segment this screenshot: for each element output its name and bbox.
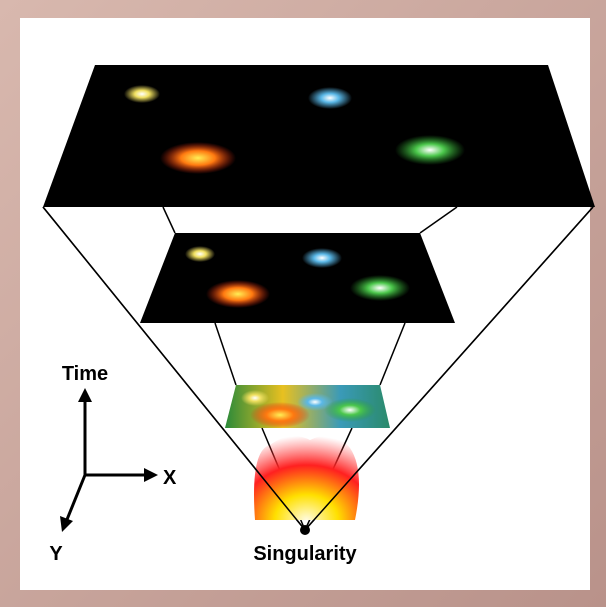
galaxy bbox=[124, 85, 160, 103]
plane-present bbox=[43, 65, 595, 207]
galaxy bbox=[250, 402, 310, 428]
big-bang-glow bbox=[254, 435, 359, 520]
galaxy bbox=[241, 390, 269, 406]
galaxy bbox=[297, 393, 333, 411]
y-label: Y bbox=[49, 543, 63, 565]
plane-middle bbox=[140, 233, 455, 323]
galaxy bbox=[395, 135, 465, 165]
time-label: Time bbox=[62, 363, 108, 385]
singularity-label: Singularity bbox=[253, 543, 357, 565]
galaxy bbox=[302, 248, 342, 268]
galaxy bbox=[185, 246, 215, 262]
galaxy bbox=[160, 142, 236, 174]
galaxy bbox=[308, 87, 352, 109]
singularity-point bbox=[300, 525, 310, 535]
galaxy bbox=[350, 275, 410, 301]
x-label: X bbox=[163, 467, 177, 489]
galaxy bbox=[206, 280, 270, 308]
galaxy bbox=[324, 398, 376, 422]
axes bbox=[60, 388, 158, 532]
